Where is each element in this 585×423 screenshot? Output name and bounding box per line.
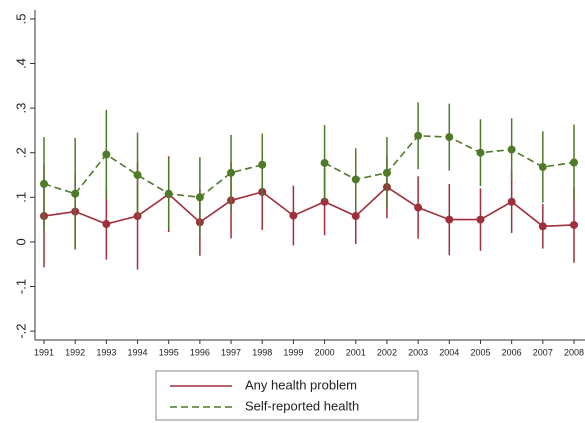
x-tick-label: 2005 <box>470 347 490 357</box>
x-tick-label: 2007 <box>533 347 553 357</box>
point <box>570 158 578 167</box>
x-tick-label: 1991 <box>34 347 54 357</box>
y-tick-label: .5 <box>13 13 28 24</box>
point <box>40 179 48 188</box>
legend-box <box>155 370 419 421</box>
point <box>258 160 267 169</box>
x-tick-label: 2006 <box>502 347 522 357</box>
point <box>570 220 578 229</box>
x-tick-label: 1994 <box>128 347 148 357</box>
point <box>320 158 329 167</box>
point <box>414 131 423 140</box>
point <box>133 171 142 179</box>
point <box>445 133 454 142</box>
x-tick-label: 2000 <box>315 347 335 357</box>
x-tick-label: 1992 <box>65 347 85 357</box>
point <box>102 220 111 229</box>
y-tick-label: 0 <box>13 238 28 245</box>
legend-label: Self-reported health <box>245 398 359 413</box>
point <box>476 148 485 157</box>
point <box>414 203 423 212</box>
x-tick-label: 2001 <box>346 347 366 357</box>
y-tick-label: .1 <box>13 192 28 203</box>
point <box>507 145 516 154</box>
y-tick-label: .3 <box>13 103 28 114</box>
x-tick-label: 2008 <box>564 347 584 357</box>
x-tick-label: 1995 <box>159 347 179 357</box>
y-tick-label: -.1 <box>13 279 28 294</box>
point <box>476 215 485 224</box>
x-tick-label: 2003 <box>408 347 428 357</box>
point <box>445 215 454 224</box>
point <box>195 193 204 202</box>
point <box>289 211 298 220</box>
point <box>382 168 391 177</box>
x-tick-label: 1999 <box>283 347 303 357</box>
y-tick-label: -.2 <box>13 323 28 338</box>
point <box>507 197 516 206</box>
x-tick-label: 1997 <box>221 347 241 357</box>
point <box>71 189 80 198</box>
point <box>538 222 547 231</box>
y-tick-label: .2 <box>13 147 28 158</box>
legend-label: Any health problem <box>245 377 357 392</box>
series-line <box>43 134 575 199</box>
point <box>102 150 111 159</box>
point <box>538 162 547 171</box>
x-tick-label: 2004 <box>439 347 459 357</box>
x-tick-label: 1993 <box>96 347 116 357</box>
x-tick-label: 1998 <box>252 347 272 357</box>
point <box>351 175 360 184</box>
x-tick-label: 1996 <box>190 347 210 357</box>
point <box>164 189 173 198</box>
series-line <box>43 186 575 228</box>
point <box>227 168 236 177</box>
y-tick-label: .4 <box>13 58 28 69</box>
x-tick-label: 2002 <box>377 347 397 357</box>
point <box>320 197 329 206</box>
point <box>351 212 360 221</box>
